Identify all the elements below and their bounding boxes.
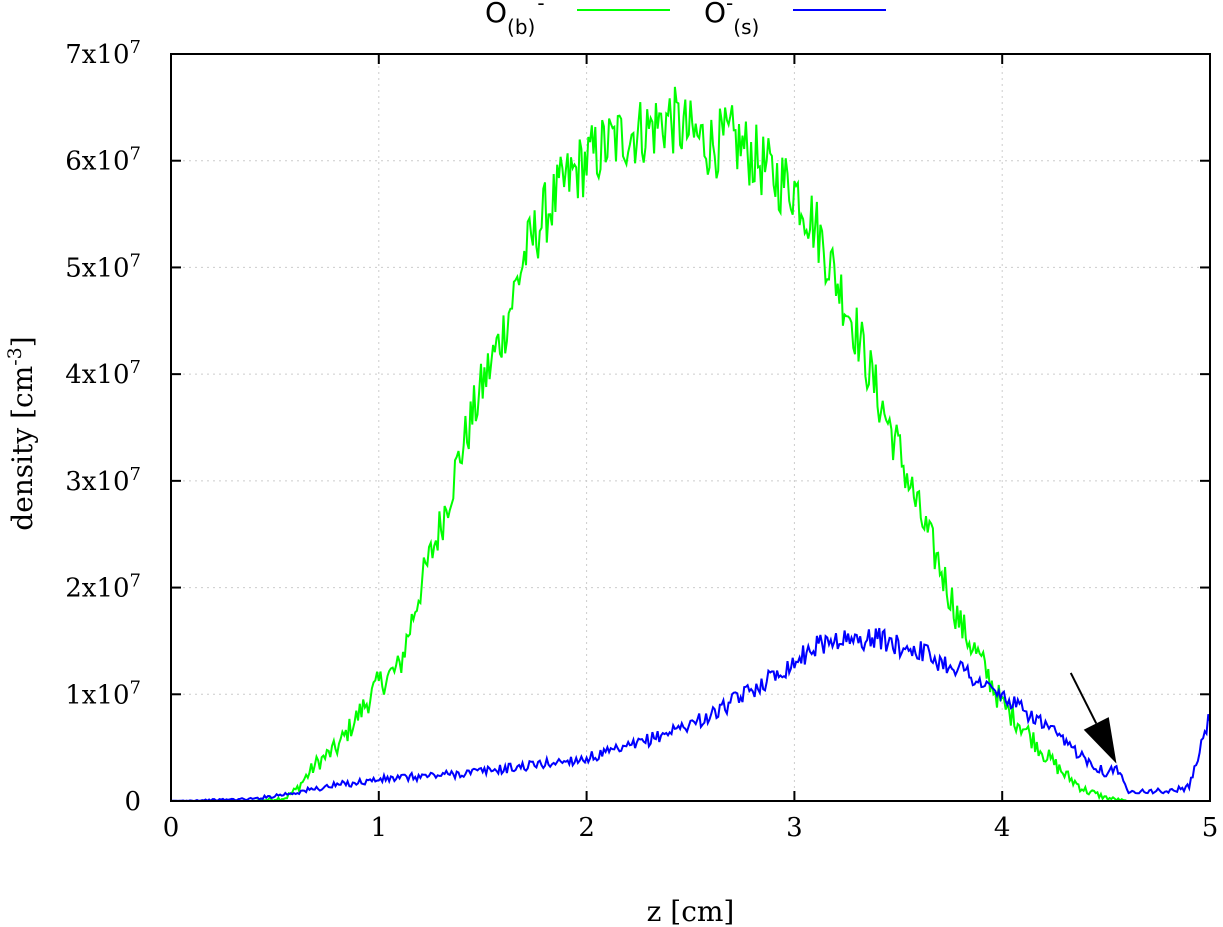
x-tick-label: 2: [578, 813, 595, 843]
y-axis-title-main: density [cm: [6, 366, 39, 531]
y-tick-label: 7x107: [65, 37, 141, 71]
legend: O(b)- O-(s): [485, 0, 886, 39]
y-axis-title-end: ]: [6, 336, 39, 347]
x-tick-label: 5: [1202, 813, 1219, 843]
y-tick-label: 5x107: [65, 250, 141, 284]
x-tick-label: 1: [371, 813, 388, 843]
y-tick-label: 4x107: [65, 357, 141, 391]
axis-ticks: 0 1 2 3 4 5 0 1x107 2x107 3x107 4x107 5x107 6x107 7x1…: [65, 37, 1218, 844]
series-line-o-b: [171, 86, 1210, 803]
annotation-arrow: [1069, 672, 1117, 764]
y-tick-label: 0: [124, 787, 141, 817]
x-tick-label: 0: [163, 813, 180, 843]
plot-frame: [170, 53, 1211, 802]
legend-label-o-s: O-(s): [704, 0, 759, 39]
x-tick-label: 4: [994, 813, 1011, 843]
legend-label-o-b: O(b)-: [485, 0, 545, 39]
series-line-o-s: [170, 627, 1211, 803]
series-lines: [170, 86, 1211, 803]
y-tick-label: 2x107: [65, 570, 141, 604]
y-tick-label: 1x107: [65, 677, 141, 711]
x-tick-label: 3: [786, 813, 803, 843]
y-axis-title: density [cm-3]: [4, 336, 39, 530]
arrow-shaft: [1069, 672, 1098, 724]
y-tick-label: 6x107: [65, 143, 141, 177]
y-axis-title-sup: -3: [4, 347, 26, 366]
y-tick-label: 3x107: [65, 463, 141, 497]
grid-lines: [171, 54, 1210, 801]
x-axis-title: z [cm]: [647, 895, 735, 927]
arrow-head: [1083, 717, 1117, 764]
